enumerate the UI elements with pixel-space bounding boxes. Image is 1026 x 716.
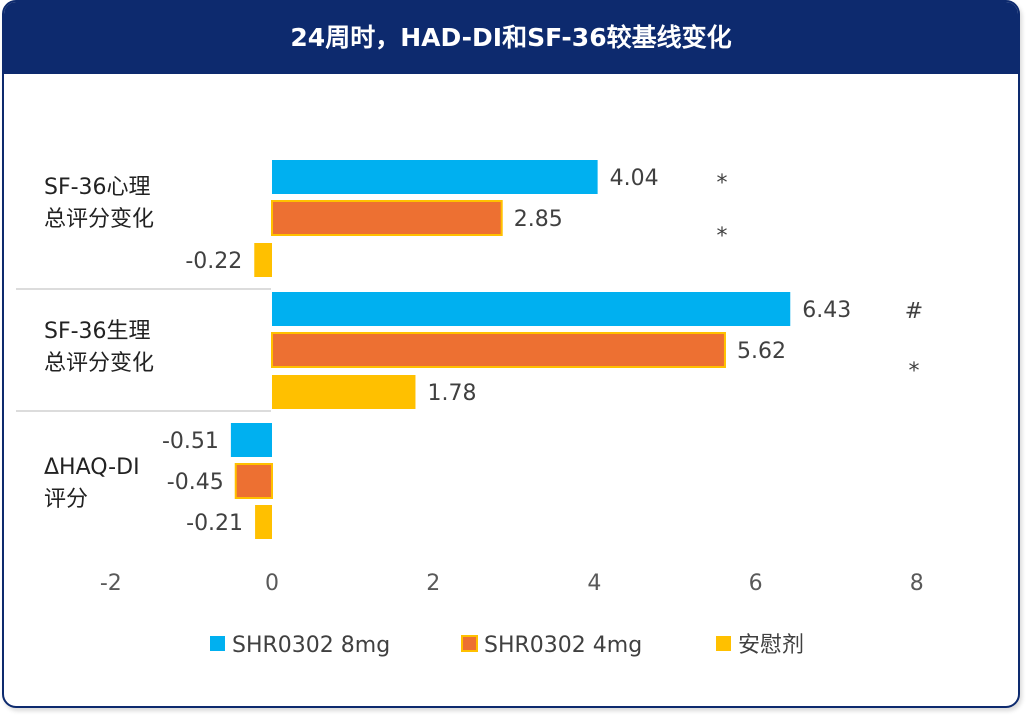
category-label-line1: SF-36生理 xyxy=(44,319,151,344)
bar xyxy=(272,160,598,194)
x-tick-label: 6 xyxy=(749,571,763,596)
data-label: -0.22 xyxy=(185,249,242,274)
category-label-line2: 评分 xyxy=(44,487,89,512)
x-tick-label: 8 xyxy=(910,571,924,596)
data-label: -0.51 xyxy=(162,429,219,454)
category-separator xyxy=(16,410,271,412)
category-label: SF-36心理 总评分变化 xyxy=(44,172,154,236)
bar xyxy=(272,375,416,409)
legend-swatch xyxy=(210,636,225,651)
x-tick-label: 4 xyxy=(587,571,601,596)
bar xyxy=(255,505,272,539)
legend-label: 安慰剂 xyxy=(738,633,804,658)
title-bar xyxy=(4,2,1018,74)
data-label: 5.62 xyxy=(737,339,786,364)
category-label: SF-36生理 总评分变化 xyxy=(44,316,154,380)
chart-title: 24周时，HAD-DI和SF-36较基线变化 xyxy=(290,23,732,52)
bar-chart: 4.04 6.43 -0.51 2.85 5.62 -0.45 -0.22 1.78 -0.21… xyxy=(100,160,924,658)
category-label-line2: 总评分变化 xyxy=(44,207,155,232)
significance-mark: * xyxy=(909,359,920,384)
bar xyxy=(230,423,272,457)
category-label-line1: ΔHAQ-DI xyxy=(44,455,140,480)
category-separator xyxy=(16,288,271,290)
legend-swatch xyxy=(716,636,731,651)
bar xyxy=(272,292,791,326)
category-label-line2: 总评分变化 xyxy=(44,351,155,376)
significance-mark: # xyxy=(905,299,923,324)
legend-label: SHR0302 8mg xyxy=(232,633,390,658)
data-label: -0.21 xyxy=(186,511,243,536)
bar xyxy=(271,200,503,236)
data-label: -0.45 xyxy=(167,470,224,495)
x-tick-label: 0 xyxy=(265,571,279,596)
bar xyxy=(271,332,726,368)
data-label: 6.43 xyxy=(802,298,851,323)
legend-swatch xyxy=(461,635,478,652)
data-label: 1.78 xyxy=(427,381,476,406)
x-tick-label: 2 xyxy=(426,571,440,596)
legend-label: SHR0302 4mg xyxy=(484,633,642,658)
data-label: 4.04 xyxy=(610,166,659,191)
bar xyxy=(254,243,272,277)
significance-mark: * xyxy=(717,224,728,249)
category-label: ΔHAQ-DI 评分 xyxy=(44,452,140,516)
data-label: 2.85 xyxy=(514,207,563,232)
x-tick-label: -2 xyxy=(100,571,122,596)
bar xyxy=(234,463,273,499)
significance-mark: * xyxy=(717,171,728,196)
category-label-line1: SF-36心理 xyxy=(44,175,151,200)
